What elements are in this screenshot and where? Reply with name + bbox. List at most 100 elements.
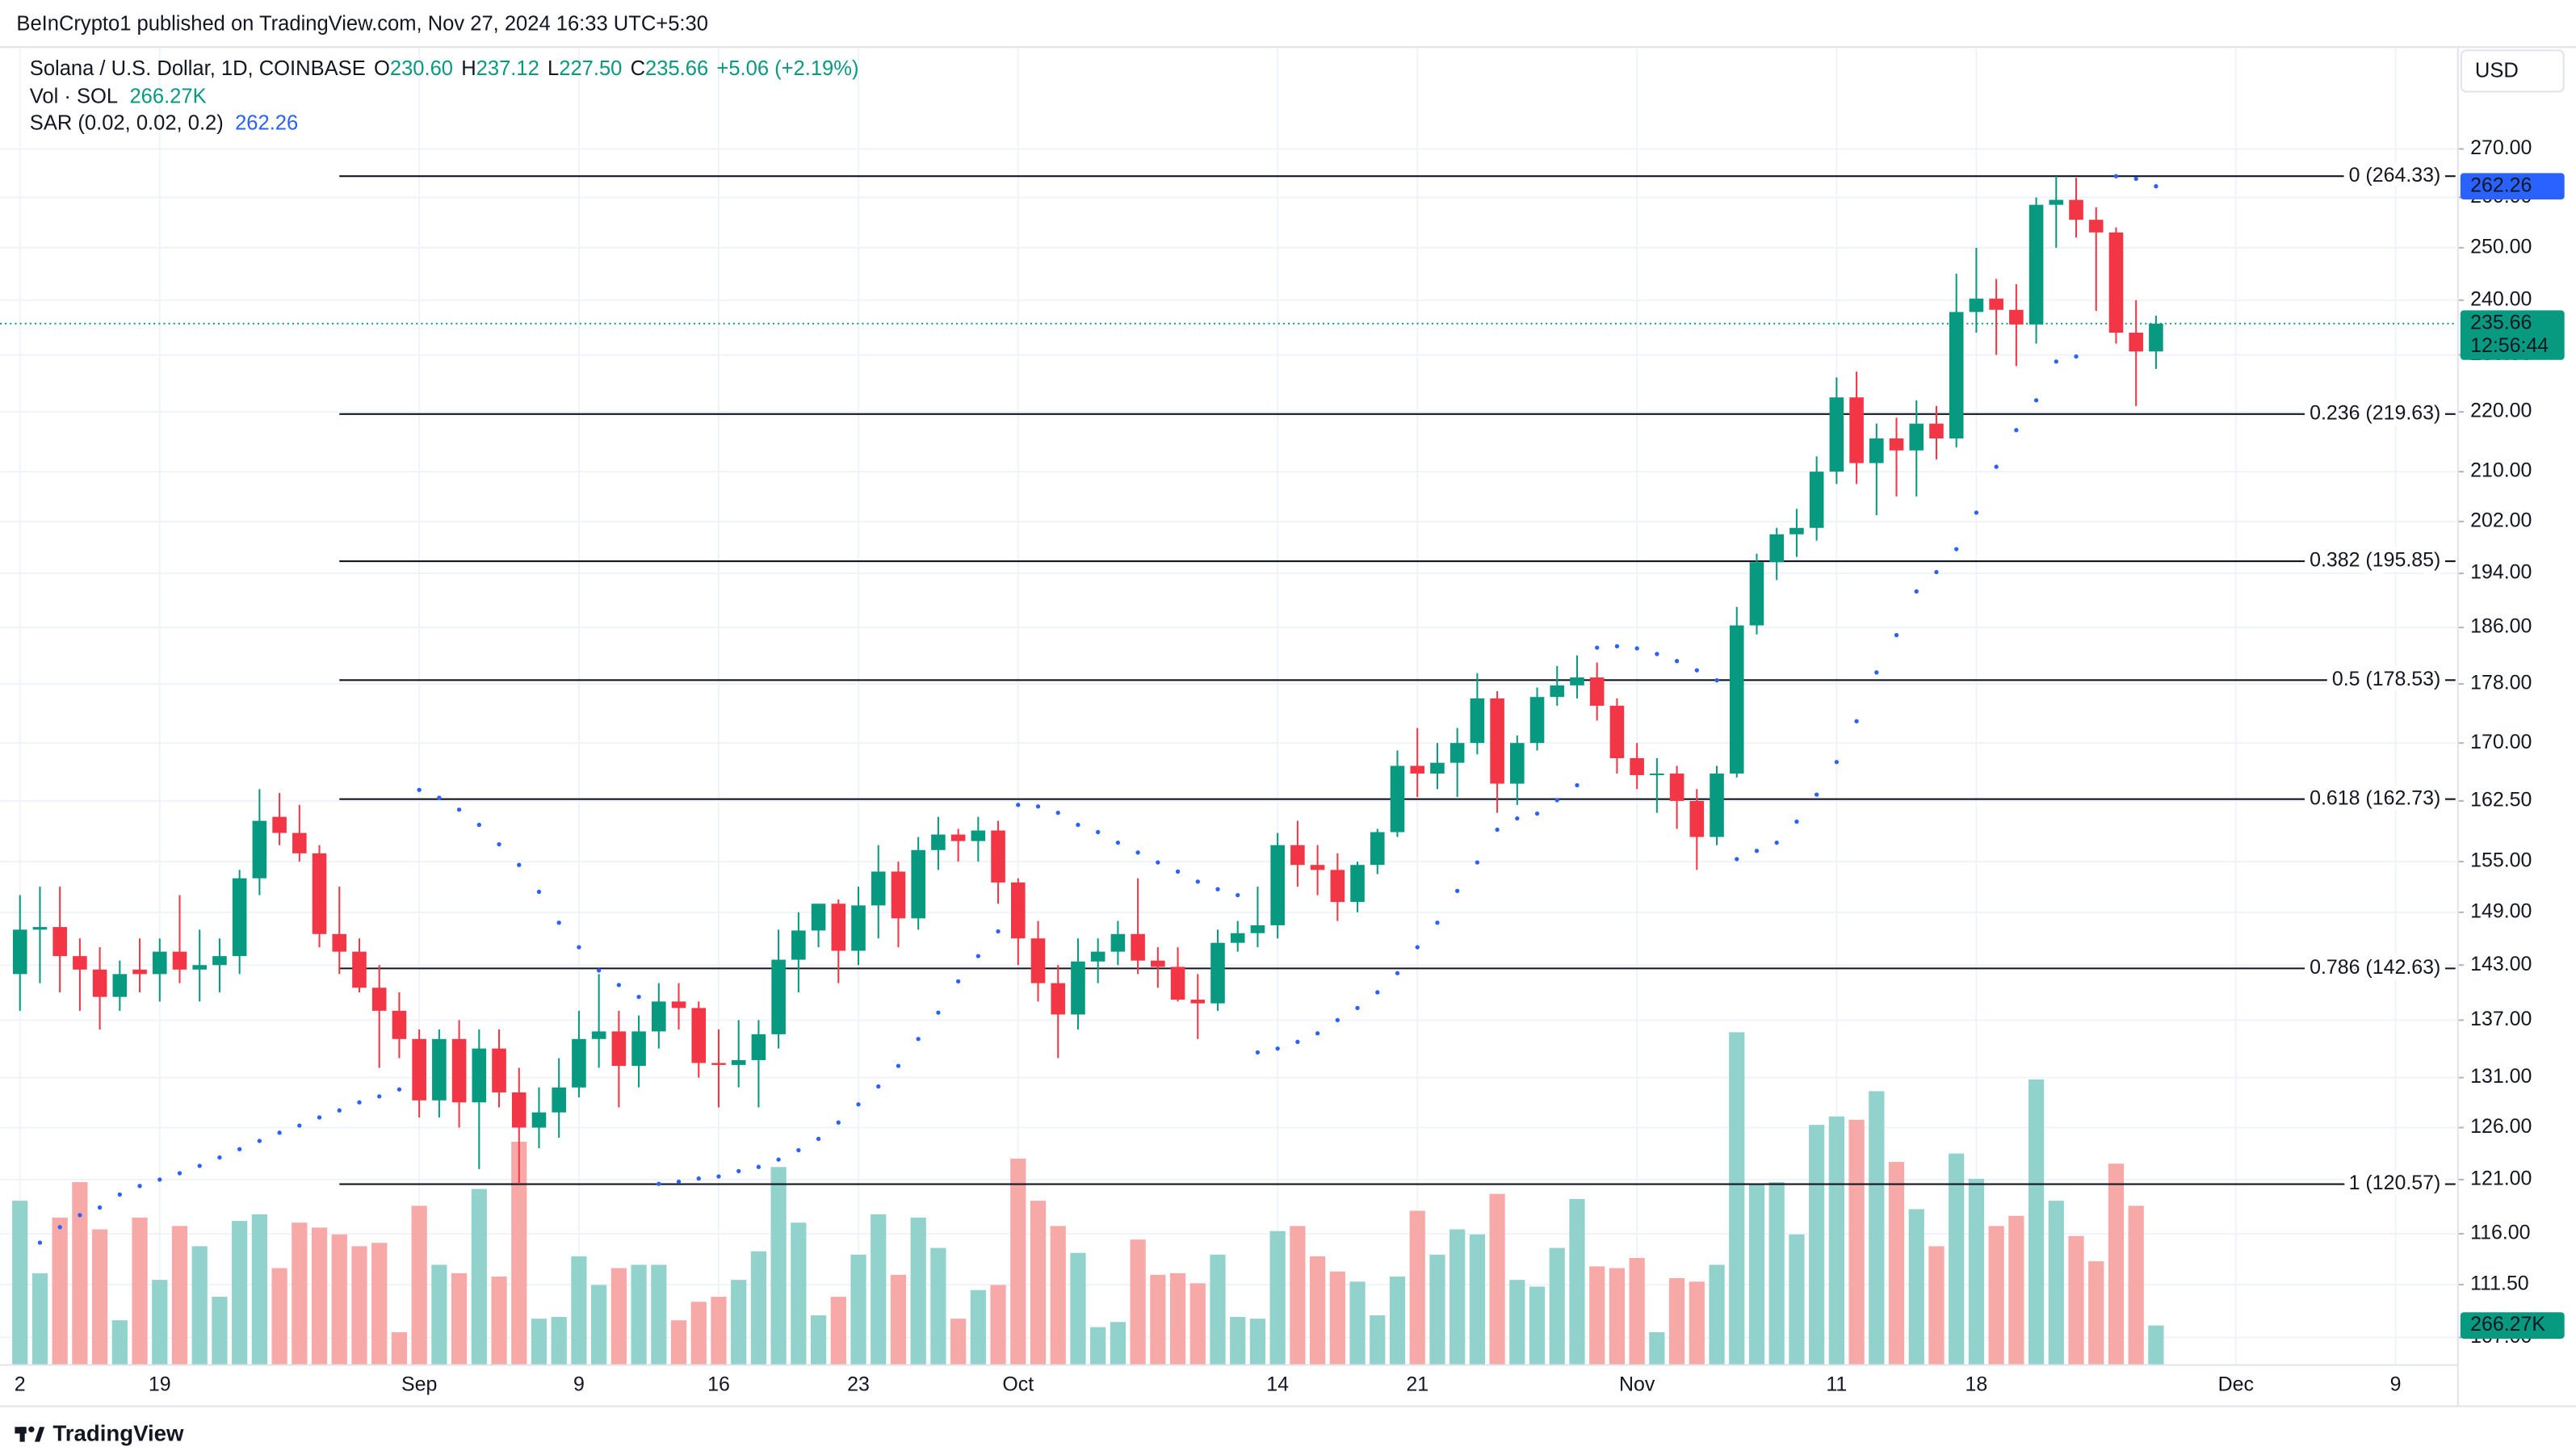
sar-dot (936, 1010, 941, 1015)
volume-bar (111, 1320, 128, 1365)
volume-bar (1389, 1277, 1406, 1365)
volume-bar (1329, 1271, 1345, 1365)
y-tick-label: 194.00 (2470, 561, 2532, 584)
ohlc-value: 237.12 (476, 57, 539, 80)
volume-bar (1809, 1125, 1825, 1365)
volume-bar (271, 1268, 287, 1365)
axes: 107.00111.50116.00121.00126.00131.00137.… (15, 136, 2565, 1396)
sar-dot (1674, 659, 1680, 664)
volume-bar (850, 1254, 866, 1365)
sar-dot (696, 1176, 701, 1181)
sar-dot (37, 1240, 43, 1245)
sar-dot (197, 1164, 202, 1168)
sar-dot (1694, 668, 1699, 673)
candle-body (1949, 312, 1964, 439)
volume-bar (1230, 1317, 1246, 1365)
candle-body (1330, 870, 1345, 903)
candle-body (511, 1092, 527, 1128)
candle-body (1929, 423, 1944, 439)
volume-bar (1409, 1210, 1425, 1365)
candle-body (352, 951, 367, 988)
sar-dot (1295, 1039, 1300, 1044)
volume-bar (1629, 1257, 1645, 1365)
candle-body (2049, 199, 2064, 205)
volume-bar (551, 1317, 567, 1365)
sar-legend-value: 262.26 (235, 111, 298, 134)
sar-dot (396, 1087, 402, 1092)
volume-bar (311, 1227, 328, 1365)
y-tick-label: 162.50 (2470, 789, 2532, 811)
volume-bar (1888, 1162, 1905, 1365)
candle-body (911, 849, 925, 919)
sar-dot (1035, 804, 1041, 809)
candle-body (591, 1031, 606, 1039)
candle-body (12, 929, 27, 975)
sar-dot (357, 1100, 362, 1105)
candle-body (1370, 832, 1385, 866)
candle-body (1570, 677, 1584, 686)
candle-body (851, 905, 866, 951)
candle-body (2108, 232, 2124, 333)
sar-dot (596, 968, 602, 973)
sar-dot (536, 889, 542, 895)
volume-bar (451, 1273, 468, 1365)
candle-body (1889, 438, 1904, 451)
volume-bar (12, 1201, 28, 1365)
sar-dot (556, 920, 561, 925)
volume-bar (651, 1264, 667, 1365)
sar-dot (1055, 811, 1060, 816)
sar-dot (57, 1225, 62, 1230)
candle-body (871, 871, 886, 906)
volume-bar (1130, 1239, 1146, 1365)
candle-body (451, 1038, 467, 1103)
y-tick-label: 116.00 (2470, 1222, 2530, 1244)
volume-bar (571, 1256, 587, 1365)
volume-bar (591, 1285, 607, 1365)
sar-dot (317, 1115, 322, 1120)
candle-body (32, 927, 48, 930)
volume-bar (1729, 1032, 1745, 1365)
volume-bar (1169, 1273, 1186, 1365)
candle-body (392, 1010, 407, 1039)
fib-label: 0.618 (162.73) (2310, 786, 2440, 809)
candle-body (412, 1038, 426, 1101)
fib-label: 1 (120.57) (2349, 1172, 2441, 1194)
volume-bar (1309, 1256, 1326, 1365)
candle-body (1151, 960, 1165, 967)
currency-box[interactable] (2460, 49, 2565, 93)
sar-dot (1794, 819, 1799, 824)
volume-bar (1010, 1158, 1026, 1365)
volume-bar (770, 1167, 787, 1365)
volume-bar (1030, 1201, 1047, 1365)
candle-body (52, 927, 67, 957)
price-badge (2460, 173, 2565, 200)
volume-bar (191, 1246, 208, 1365)
volume-bar (351, 1246, 367, 1365)
price-badge-label: 262.26 (2470, 174, 2532, 196)
currency[interactable]: USD (2475, 60, 2519, 82)
sar-dot (996, 929, 1001, 934)
x-tick-label: 23 (847, 1373, 870, 1396)
volume-bar (292, 1222, 308, 1365)
volume-bar (1370, 1315, 1386, 1365)
volume-bar (1609, 1268, 1626, 1365)
sar-dot (377, 1094, 382, 1099)
sar-dot (1634, 646, 1639, 651)
grid (0, 48, 2456, 1365)
volume-bar (750, 1251, 767, 1365)
candle-body (931, 834, 946, 850)
volume-bar (670, 1320, 687, 1365)
sar-dot (2054, 359, 2058, 364)
candle-body (332, 933, 347, 952)
sar-dot (97, 1205, 103, 1210)
sar-dot (137, 1184, 142, 1189)
volume-bar (2148, 1325, 2164, 1365)
sar-dot (2154, 184, 2159, 189)
volume-bar (1869, 1091, 1885, 1365)
volume-bar (791, 1222, 807, 1365)
sar-dot (1534, 811, 1540, 816)
brand-logo (15, 1426, 45, 1442)
candle-body (1410, 765, 1425, 774)
candle-body (831, 904, 846, 951)
